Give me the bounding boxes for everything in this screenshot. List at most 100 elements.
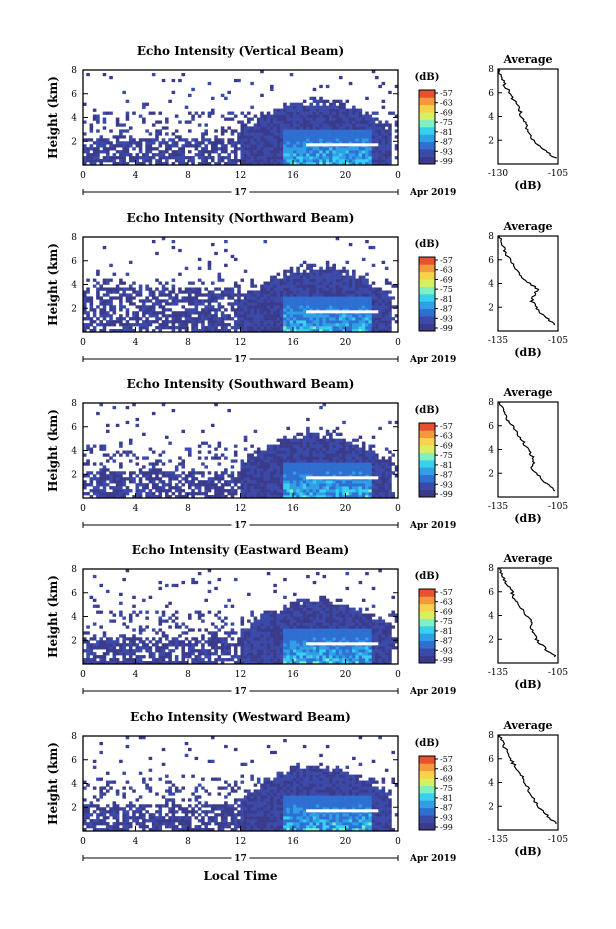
heatmap-cell [194, 311, 199, 315]
heatmap-cell [230, 655, 235, 659]
heatmap-cell [253, 486, 258, 490]
heatmap-cell [315, 468, 320, 472]
heatmap-cell [119, 132, 123, 136]
heatmap-cell [194, 144, 199, 148]
heatmap-cell [384, 489, 389, 493]
y-tick-label: 8 [71, 66, 77, 76]
heatmap-cell [270, 305, 274, 309]
heatmap-cell [138, 483, 143, 487]
heatmap-cell [299, 450, 304, 454]
heatmap-cell [256, 459, 261, 463]
heatmap-cell [102, 317, 107, 321]
heatmap-cell [217, 655, 222, 659]
heatmap-cell [119, 592, 123, 597]
heatmap-cell [145, 153, 149, 157]
heatmap-cell [256, 302, 261, 306]
heatmap-cell [335, 147, 340, 151]
heatmap-cell [207, 486, 212, 490]
heatmap-cell [309, 126, 313, 130]
heatmap-cell [348, 111, 353, 115]
heatmap-cell [253, 290, 258, 294]
heatmap-cell [286, 296, 291, 300]
heatmap-cell [148, 290, 153, 294]
heatmap-cell [201, 320, 205, 324]
heatmap-cell [263, 302, 268, 306]
heatmap-cell [181, 153, 186, 157]
heatmap-cell [286, 652, 291, 656]
heatmap-cell [329, 468, 333, 472]
heatmap-cell [83, 326, 87, 330]
heatmap-cell [368, 305, 373, 309]
heatmap-cell [283, 326, 287, 330]
heatmap-cell [348, 459, 353, 463]
heatmap-cell [197, 450, 202, 454]
heatmap-cell [355, 314, 359, 318]
heatmap-cell [197, 156, 202, 160]
heatmap-cell [256, 450, 261, 454]
heatmap-cell [325, 141, 330, 145]
heatmap-cell [119, 474, 123, 478]
heatmap-cell [266, 459, 271, 463]
heatmap-cell [161, 308, 166, 312]
heatmap-cell [233, 661, 238, 665]
heatmap-cell [250, 658, 254, 662]
heatmap-cell [381, 260, 386, 265]
heatmap-cell [207, 156, 212, 160]
heatmap-cell [148, 287, 153, 291]
heatmap-cell [220, 293, 225, 297]
heatmap-cell [83, 162, 87, 166]
heatmap-cell [355, 290, 359, 294]
heatmap-cell [89, 159, 94, 163]
heatmap-cell [289, 329, 294, 333]
heatmap-cell [312, 489, 317, 493]
heatmap-cell [230, 287, 235, 291]
heatmap-cell [279, 459, 284, 463]
heatmap-cell [165, 646, 169, 650]
heatmap-cell [256, 643, 261, 647]
heatmap-cell [319, 314, 323, 318]
heatmap-cell [273, 314, 277, 318]
heatmap-cell [191, 489, 195, 493]
heatmap-cell [243, 326, 248, 330]
heatmap-cell [345, 275, 350, 279]
heatmap-cell [253, 634, 258, 638]
heatmap-cell [266, 471, 271, 475]
heatmap-cell [96, 480, 100, 484]
heatmap-cell [381, 123, 386, 127]
heatmap-cell [151, 468, 156, 472]
heatmap-cell [293, 477, 297, 481]
heatmap-cell [325, 468, 330, 472]
heatmap-cell [325, 480, 330, 484]
heatmap-cell [302, 474, 307, 478]
heatmap-cell [151, 628, 156, 632]
heatmap-cell [188, 471, 192, 475]
heatmap-cell [322, 108, 327, 112]
heatmap-cell [220, 150, 225, 154]
heatmap-cell [188, 628, 192, 632]
heatmap-cell [112, 646, 117, 650]
heatmap-cell [276, 625, 281, 629]
heatmap-cell [335, 438, 340, 442]
heatmap-cell [342, 269, 346, 273]
heatmap-cell [299, 329, 304, 333]
heatmap-cell [299, 123, 304, 127]
heatmap-cell [119, 634, 123, 638]
heatmap-cell [158, 622, 163, 626]
x-tick-label: 16 [287, 171, 299, 181]
heatmap-cell [240, 640, 245, 644]
heatmap-cell [197, 162, 202, 166]
heatmap-cell [329, 495, 333, 499]
heatmap-cell [260, 153, 264, 157]
heatmap-cell [250, 444, 254, 448]
heatmap-cell [263, 492, 268, 496]
month-label: Apr 2019 [409, 355, 456, 365]
colorbar-tick-label: -75 [440, 451, 453, 460]
heatmap-cell [237, 477, 241, 481]
heatmap-cell [325, 284, 330, 288]
heatmap-cell [128, 646, 133, 650]
heatmap-cell [312, 263, 317, 267]
heatmap-cell [197, 290, 202, 294]
heatmap-cell [302, 468, 307, 472]
heatmap-cell [125, 99, 130, 103]
heatmap-cell [302, 456, 307, 460]
